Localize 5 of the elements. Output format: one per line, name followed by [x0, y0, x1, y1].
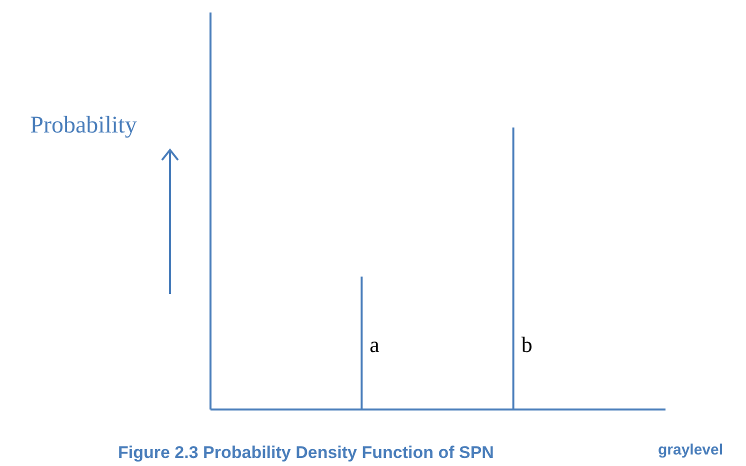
caption: Figure 2.3 Probability Density Function of SPN	[118, 443, 494, 463]
y-axis-title: Probability	[30, 112, 137, 138]
x-tick-label: a	[370, 332, 380, 357]
x-axis-title: graylevel	[658, 442, 724, 458]
x-tick-label: b	[521, 332, 532, 357]
